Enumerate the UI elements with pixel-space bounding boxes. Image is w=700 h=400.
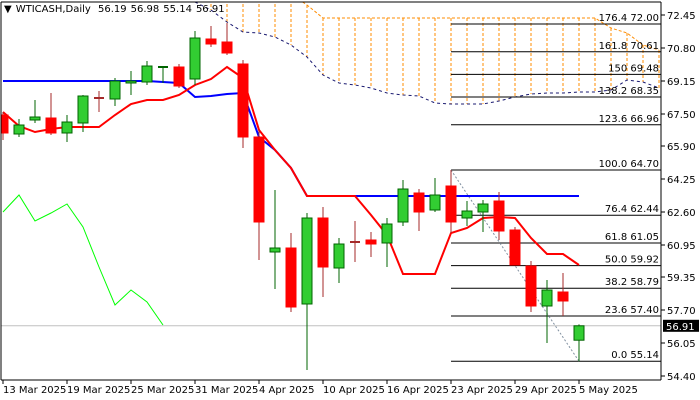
fib-level-label: 61.8 61.05 [605,232,659,243]
price-tick-label: 69.15 [667,77,696,88]
candle-bull [109,80,121,100]
candle-bull [461,210,473,219]
candle-bear [285,247,297,308]
candle-bear [173,66,185,87]
time-tick-label: 23 Apr 2025 [451,385,513,396]
fib-level-label: 161.8 70.61 [599,41,659,52]
plot-area: 0.0 55.14 23.6 57.40 38.2 58.79 50.0 59.92 6… [1,2,661,370]
candle-bull [541,289,553,307]
price-tick-label: 57.70 [667,306,696,317]
symbol-timeframe: WTICASH,Daily [15,4,91,15]
close-value: 56.91 [195,4,225,15]
candle-bull [29,116,41,121]
current-price-label: 56.91 [666,322,695,333]
open-value: 56.19 [98,4,127,15]
candle-bear [557,291,569,302]
candle-bull [477,203,489,213]
kijun-sen-line [3,80,579,197]
candle-bull [429,194,441,211]
candle-bull [141,65,153,83]
price-tick-label: 67.50 [667,110,696,121]
time-tick-label: 16 Apr 2025 [387,385,449,396]
time-tick-label: 13 Mar 2025 [3,385,66,396]
price-tick-label: 65.90 [667,142,696,153]
candle-bear [205,38,217,45]
senkou-span-b-line [194,2,660,105]
price-tick-label: 60.95 [667,241,696,252]
candle-bear [221,41,233,54]
price-tick-label: 64.25 [667,175,696,186]
fib-level-label: 0.0 55.14 [611,350,659,361]
candle-bear [253,136,265,223]
chikou-span-line [2,194,164,326]
fib-level-label: 150 69.48 [608,63,659,74]
candle-bear [493,200,505,232]
time-tick-label: 19 Mar 2025 [67,385,130,396]
time-tick-label: 5 May 2025 [579,385,638,396]
senkou-span-a-line [301,2,660,51]
candle-bear [413,192,425,213]
fib-level-label: 138.2 68.35 [599,86,659,97]
fib-level-label: 50.0 59.92 [605,255,659,266]
time-tick-label: 4 Apr 2025 [259,385,314,396]
candle-bear [365,239,377,245]
time-tick-label: 31 Mar 2025 [195,385,258,396]
candle-bull [269,247,281,253]
time-tick-label: 10 Apr 2025 [323,385,385,396]
candle-bear [237,63,249,138]
candle-bull [573,325,585,341]
candle-bear [317,217,329,268]
candle-bull [301,217,313,305]
price-tick-label: 56.05 [667,339,696,350]
candle-bull [333,243,345,269]
candle-bull [13,124,25,135]
price-tick-label: 54.40 [667,372,696,383]
candle-bull [189,37,201,80]
candle-bull [381,223,393,244]
fib-level-label: 38.2 58.79 [605,277,659,288]
chart-header: ▼ WTICASH,Daily 56.19 56.98 55.14 56.91 [4,4,229,15]
fib-level-label: 100.0 64.70 [599,159,659,170]
candle-bull [397,188,409,223]
candle-bear [509,229,521,266]
current-price-tag [663,319,699,332]
time-tick-label: 25 Mar 2025 [131,385,194,396]
high-value: 56.98 [130,4,160,15]
fib-level-label: 176.4 72.00 [599,13,659,24]
candle-bull [77,95,89,124]
candle-bear [1,114,9,134]
candle-bear [525,265,537,307]
price-tick-label: 62.60 [667,208,696,219]
fib-level-label: 23.6 57.40 [605,305,659,316]
candle-bull [125,80,137,84]
candle-bear [445,185,457,223]
fib-level-label: 76.4 62.44 [605,204,659,215]
triangle-down-icon[interactable]: ▼ [4,4,12,15]
candle-bull [61,121,73,134]
time-tick-label: 29 Apr 2025 [515,385,577,396]
fib-level-label: 123.6 66.96 [599,114,659,125]
candle-bear [45,117,57,134]
price-tick-label: 70.80 [667,44,696,55]
price-tick-label: 59.35 [667,273,696,284]
price-tick-label: 72.45 [667,11,696,22]
low-value: 55.14 [163,4,192,15]
